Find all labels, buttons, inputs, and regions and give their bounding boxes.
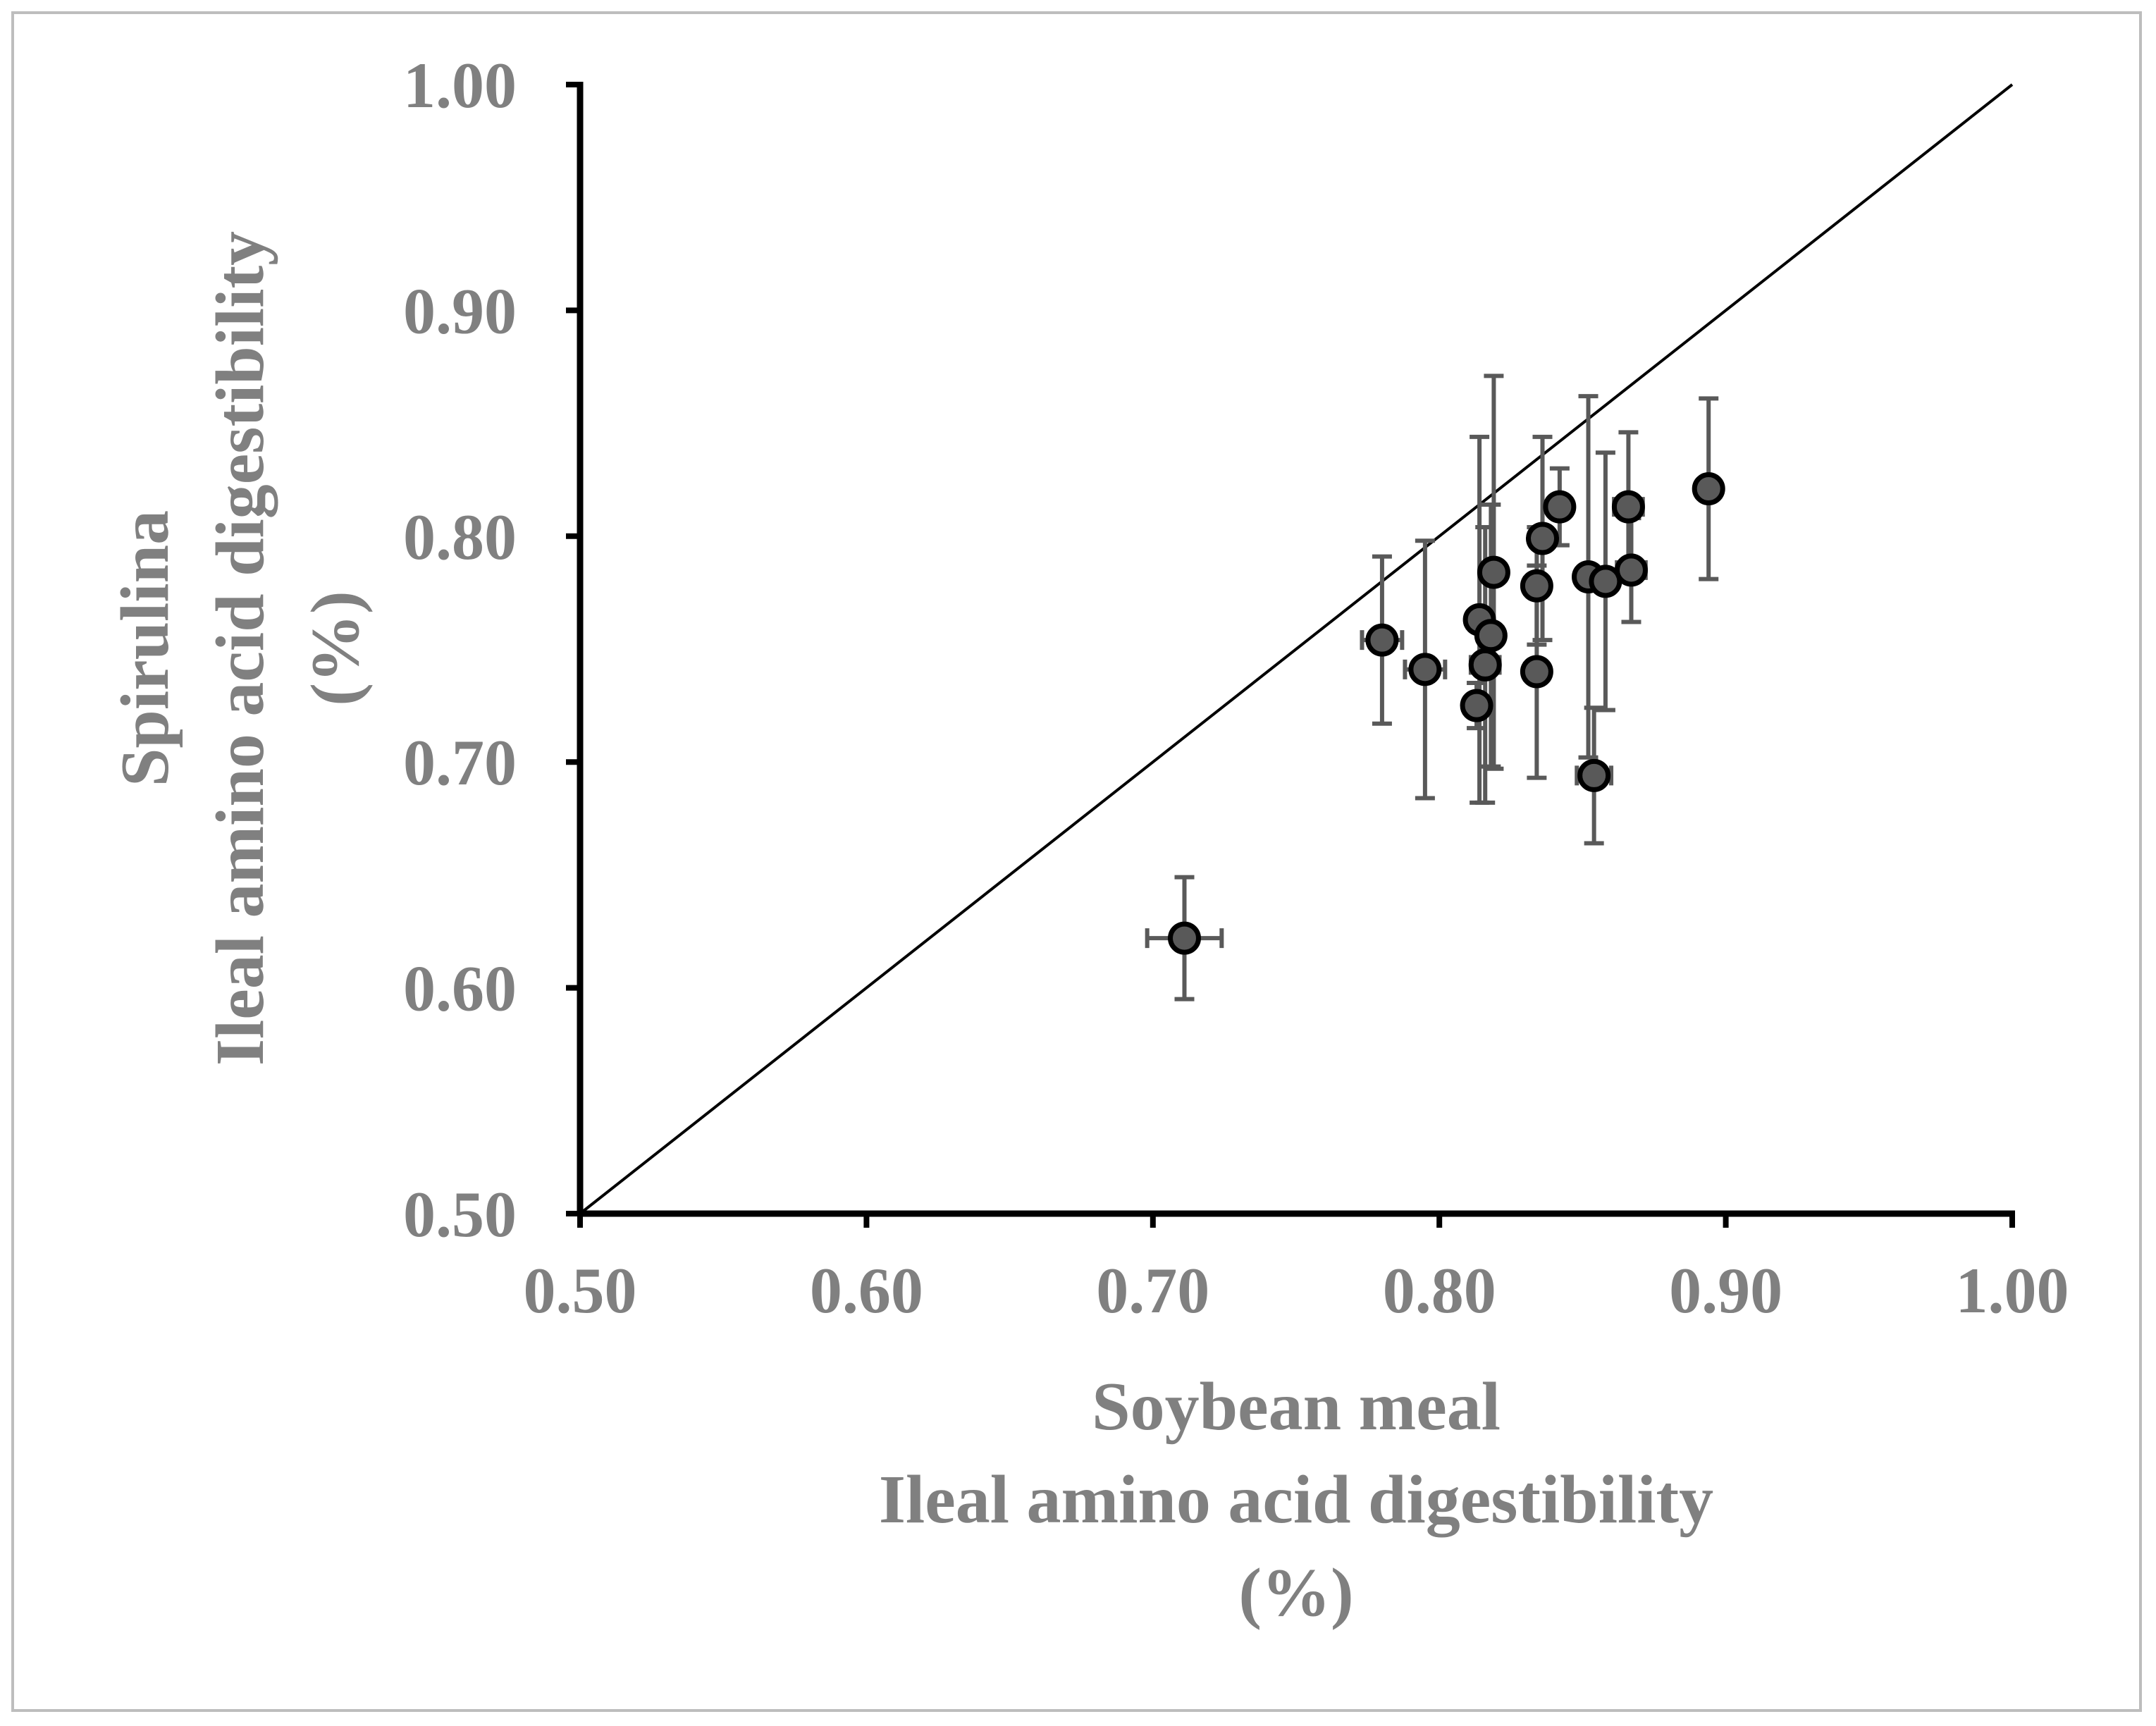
data-point-14 [1577,758,1611,792]
data-point-12 [1543,490,1577,524]
x-tick-label-4: 0.80 [1383,1255,1496,1326]
data-point-16 [1611,490,1645,524]
data-point-3 [1408,653,1442,686]
x-tick-label-3: 0.70 [1096,1255,1209,1326]
x-axis-title-line-2: Ileal amino acid digestibility [879,1462,1713,1538]
error-bar-layer [1145,374,1723,1001]
data-point-11 [1526,522,1560,555]
data-point-4 [1460,689,1493,722]
tick-label-layer: 0.50 0.60 0.70 0.80 0.90 1.00 0.50 0.60 0.70 0.80… [403,49,2069,1326]
x-tick-label-1: 0.50 [524,1255,637,1326]
data-point-layer [1168,472,1725,955]
y-tick-label-1: 0.50 [403,1178,517,1250]
x-tick-label-2: 0.60 [810,1255,923,1326]
data-point-9 [1520,569,1553,603]
y-tick-label-3: 0.70 [403,727,517,799]
data-point-17 [1614,553,1648,587]
data-point-10 [1520,655,1553,689]
data-point-7 [1474,619,1508,653]
y-tick-label-6: 1.00 [403,49,517,121]
identity-line [579,83,2014,1215]
y-tick-label-2: 0.60 [403,953,517,1025]
data-point-6 [1468,648,1502,682]
y-tick-label-4: 0.80 [403,501,517,573]
x-axis-title-line-3: (%) [1238,1555,1353,1631]
y-axis-title-line-1: Spirulina [107,510,183,787]
axis-title-layer: Soybean meal Ileal amino acid digestibili… [107,231,1713,1631]
data-point-8 [1477,555,1510,589]
data-point-1 [1168,921,1202,955]
axes-layer [577,82,2015,1217]
x-tick-label-6: 1.00 [1956,1255,2069,1326]
figure-frame [11,11,2142,1712]
x-tick-label-5: 0.90 [1669,1255,1782,1326]
data-point-18 [1692,472,1725,506]
y-axis-title-line-2: Ileal amino acid digestibility [202,231,278,1066]
x-axis-title-line-1: Soybean meal [1092,1369,1501,1445]
identity-line-layer [579,83,2014,1215]
data-point-2 [1365,623,1399,657]
y-axis-title-line-3: (%) [297,591,374,705]
y-tick-label-5: 0.90 [403,275,517,347]
tick-layer [566,82,2015,1228]
